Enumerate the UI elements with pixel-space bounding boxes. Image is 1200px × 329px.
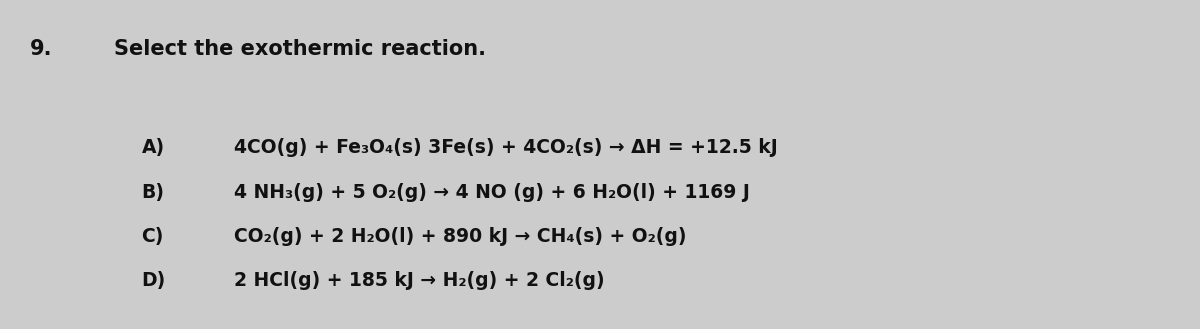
Text: CO₂(g) + 2 H₂O(l) + 890 kJ → CH₄(s) + O₂(g): CO₂(g) + 2 H₂O(l) + 890 kJ → CH₄(s) + O₂…: [234, 227, 686, 246]
Text: 4 NH₃(g) + 5 O₂(g) → 4 NO (g) + 6 H₂O(l) + 1169 J: 4 NH₃(g) + 5 O₂(g) → 4 NO (g) + 6 H₂O(l)…: [234, 183, 750, 202]
Text: B): B): [142, 183, 164, 202]
Text: C): C): [142, 227, 164, 246]
Text: D): D): [142, 271, 166, 291]
Text: A): A): [142, 138, 164, 157]
Text: 9.: 9.: [30, 39, 53, 60]
Text: Select the exothermic reaction.: Select the exothermic reaction.: [114, 39, 486, 60]
Text: 4CO(g) + Fe₃O₄(s) 3Fe(s) + 4CO₂(s) → ΔH = +12.5 kJ: 4CO(g) + Fe₃O₄(s) 3Fe(s) + 4CO₂(s) → ΔH …: [234, 138, 778, 157]
Text: 2 HCl(g) + 185 kJ → H₂(g) + 2 Cl₂(g): 2 HCl(g) + 185 kJ → H₂(g) + 2 Cl₂(g): [234, 271, 605, 291]
